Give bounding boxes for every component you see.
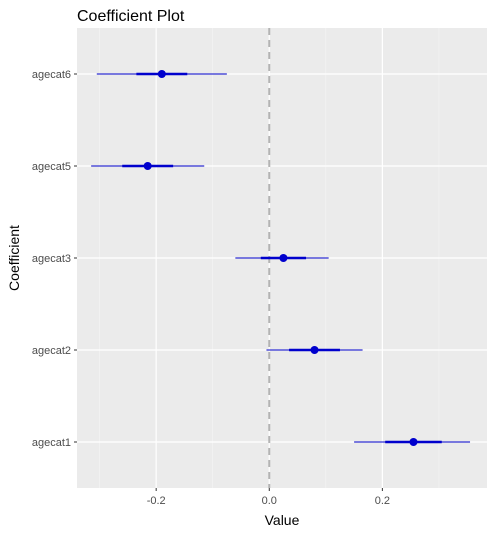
y-tick-label: agecat2	[32, 345, 71, 357]
point-estimate-agecat1	[409, 438, 418, 446]
x-tick-label: 0.2	[375, 495, 390, 507]
y-tick-label: agecat1	[32, 437, 71, 449]
y-axis-title: Coefficient	[6, 225, 22, 291]
y-tick-label: agecat5	[32, 161, 71, 173]
y-tick-label: agecat6	[32, 69, 71, 81]
y-axis: agecat6 agecat5 agecat3 agecat2 agecat1	[32, 69, 77, 449]
point-estimate-agecat3	[279, 254, 288, 262]
x-tick-label: 0.0	[262, 495, 277, 507]
x-axis-title: Value	[265, 512, 300, 528]
point-estimate-agecat2	[310, 346, 319, 354]
y-tick-label: agecat3	[32, 253, 71, 265]
x-tick-label: -0.2	[147, 495, 166, 507]
point-estimate-agecat5	[143, 162, 152, 170]
point-estimate-agecat6	[157, 70, 166, 78]
coefficient-marks	[91, 70, 471, 446]
x-axis: -0.2 0.0 0.2	[147, 488, 390, 507]
chart-title: Coefficient Plot	[77, 8, 185, 25]
